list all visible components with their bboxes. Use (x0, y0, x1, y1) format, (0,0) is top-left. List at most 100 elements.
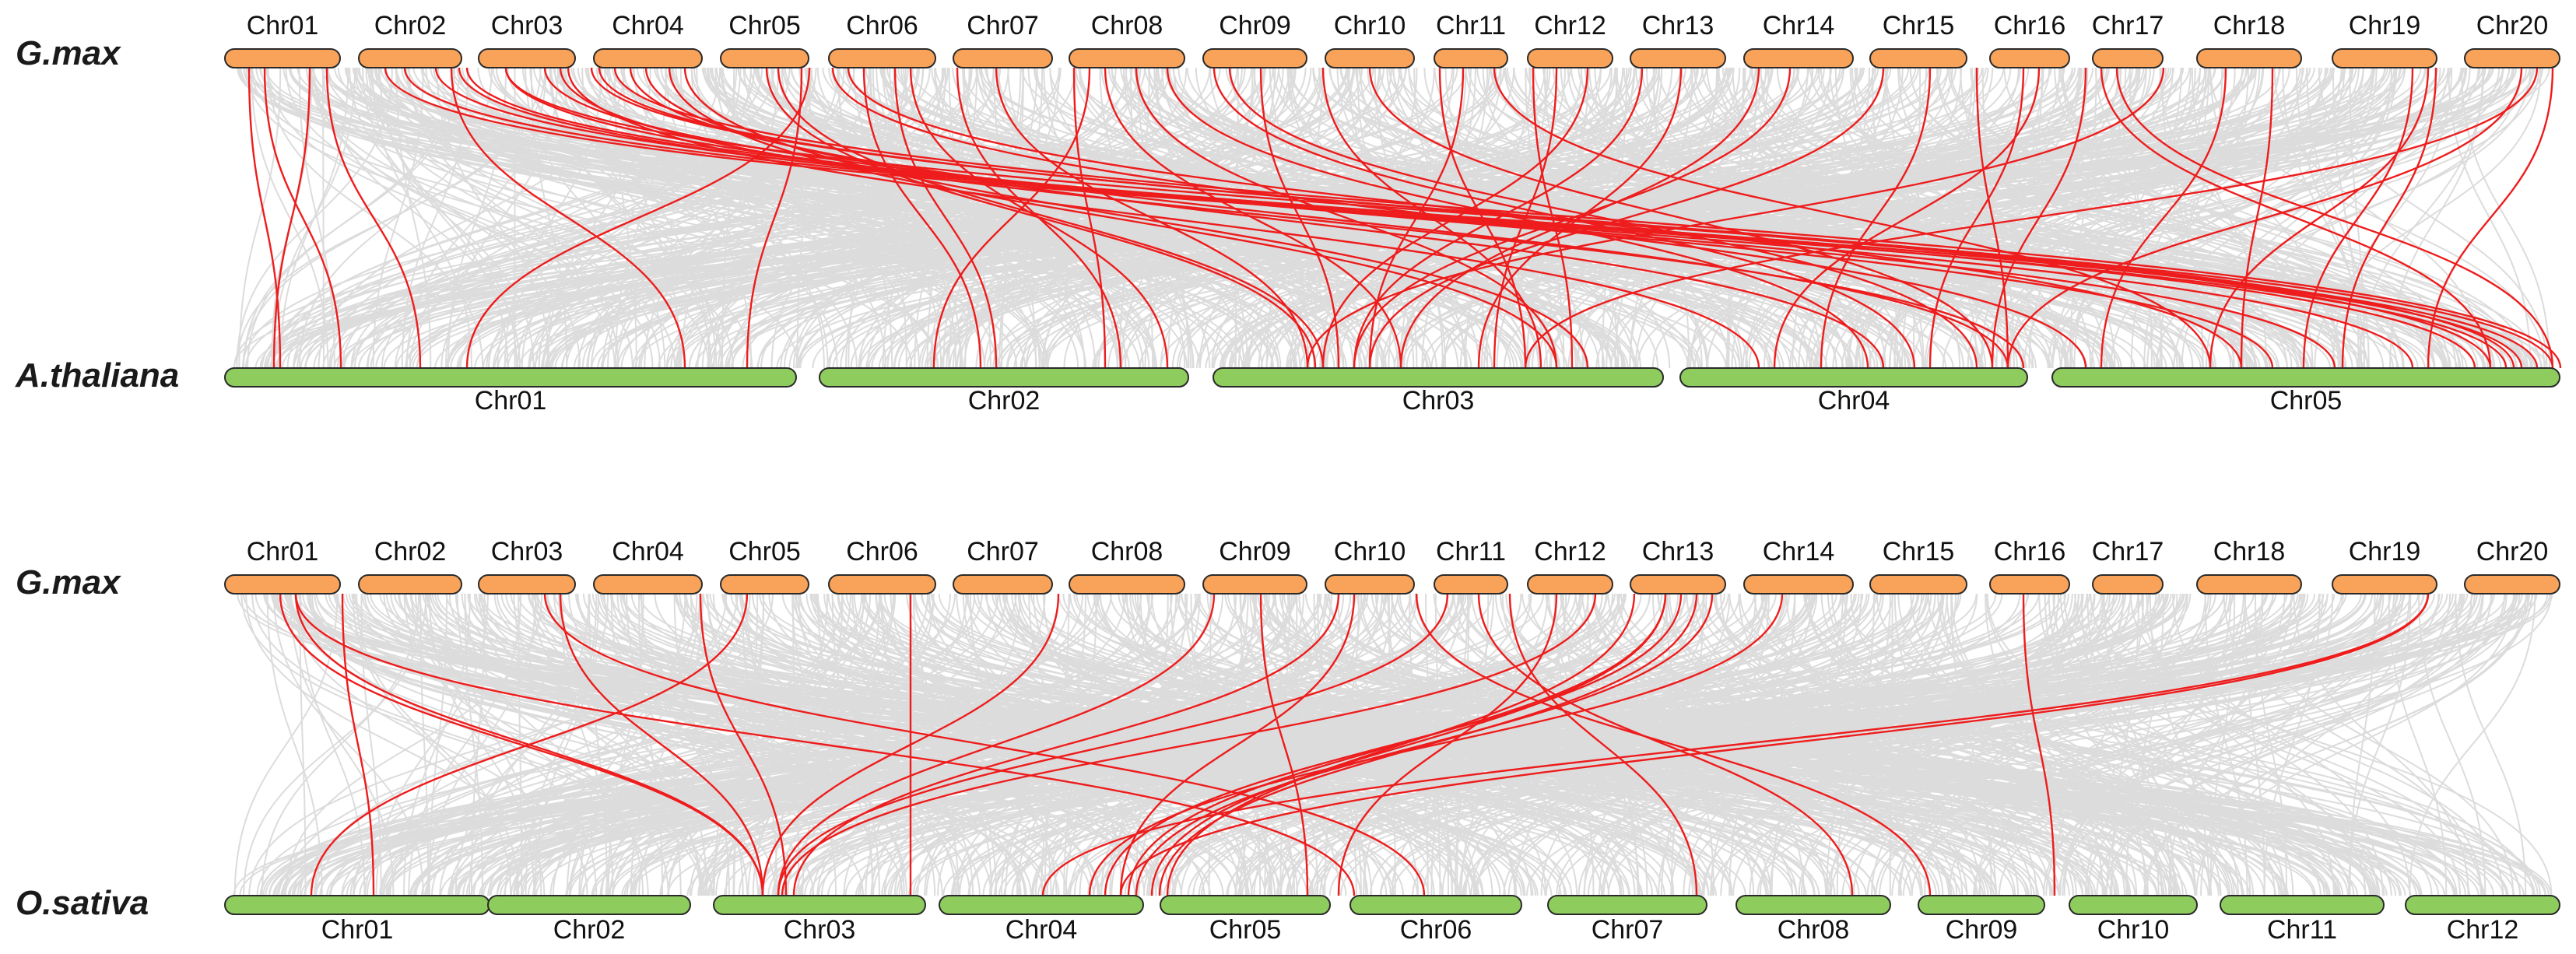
highlight-link (777, 67, 1325, 369)
panel-2-top-chromosome-bar (1743, 574, 1854, 594)
highlight-link (831, 67, 2087, 369)
background-link (427, 593, 1430, 896)
panel-2-bottom-chromosome-bar (2220, 895, 2385, 915)
background-link (2418, 593, 2487, 896)
background-link (1836, 593, 1875, 896)
background-link (1595, 67, 2248, 369)
panel-2-top-chromosome-label: Chr03 (490, 537, 563, 566)
background-link (721, 67, 2069, 369)
background-link (299, 593, 307, 896)
panel-2-top-chromosome-bar (358, 574, 462, 594)
highlight-link (504, 67, 2336, 369)
background-link (607, 593, 644, 896)
background-link (367, 67, 946, 369)
highlight-link (1228, 67, 1978, 369)
background-link (1314, 593, 2463, 896)
panel-1-top-chromosome-bar (1202, 48, 1307, 68)
panel-1-top-chromosome-label: Chr07 (967, 11, 1039, 40)
panel-2-top-chromosome-label: Chr15 (1882, 537, 1955, 566)
background-link (1248, 67, 2395, 369)
background-link (2332, 67, 2360, 369)
background-link (1069, 593, 1522, 896)
panel-1-top-chromosome-bar (2464, 48, 2560, 68)
highlight-link (2209, 67, 2430, 369)
background-link (1567, 67, 2020, 369)
highlight-link (995, 67, 1309, 369)
highlight-link (1041, 593, 2430, 896)
panel-1-top-chromosome-label: Chr14 (1762, 11, 1835, 40)
background-link (312, 67, 1798, 369)
panel-2-bottom-chromosome-label: Chr12 (2446, 915, 2519, 945)
highlight-link (559, 593, 764, 896)
highlight-link (1493, 67, 2212, 369)
background-link (1283, 593, 2084, 896)
background-link (2051, 67, 2449, 369)
background-link (1560, 67, 1865, 369)
background-link (675, 67, 1279, 369)
background-link (1850, 593, 2178, 896)
panel-2-bottom-chromosome-bar (2405, 895, 2560, 915)
background-link (1347, 67, 1447, 369)
background-link (2461, 67, 2550, 369)
highlight-link (1135, 593, 1714, 896)
background-link (914, 593, 1989, 896)
panel-2-bottom-chromosome-label: Chr11 (2266, 915, 2338, 945)
background-link (353, 593, 881, 896)
background-link (266, 67, 484, 369)
background-link (1998, 593, 2508, 896)
background-link (1885, 67, 1978, 369)
background-link (1430, 593, 1469, 896)
panel-1-top-chromosome-label: Chr18 (2213, 11, 2286, 40)
panel-1-top-chromosome-bar (593, 48, 703, 68)
highlight-link (1773, 67, 2041, 369)
highlight-link (1820, 67, 1932, 369)
highlight-link (1928, 67, 2025, 369)
background-link (1375, 593, 1675, 896)
background-link (247, 67, 456, 369)
panel-1-bottom-chromosome-bar (819, 367, 1189, 388)
panel-2-top-chromosome-label: Chr06 (846, 537, 918, 566)
background-link (1499, 593, 2167, 896)
panel-1-top-chromosome-bar (2196, 48, 2302, 68)
panel-1-top-chromosome-label: Chr16 (1993, 11, 2066, 40)
background-link (542, 67, 840, 369)
panel-1-top-chromosome-bar (1325, 48, 1415, 68)
background-link (409, 67, 791, 369)
background-link (238, 67, 282, 369)
background-link (1253, 593, 2070, 896)
background-link (831, 593, 873, 896)
panel-1-top-chromosome-bar (1630, 48, 1726, 68)
background-link (1230, 67, 2514, 369)
highlight-link (310, 593, 749, 896)
highlight-link (1368, 67, 1885, 369)
highlight-link (2100, 67, 2492, 369)
panel-1-top-chromosome-bar (1989, 48, 2070, 68)
background-link (525, 67, 666, 369)
panel-1-top-chromosome-bar (828, 48, 936, 68)
background-link (654, 593, 1458, 896)
highlight-link (761, 593, 1060, 896)
background-link (1897, 593, 2222, 896)
background-link (1224, 593, 2349, 896)
background-link (837, 67, 893, 369)
highlight-link (1321, 67, 1589, 369)
background-link (1276, 593, 2457, 896)
background-link (290, 593, 815, 896)
background-link (328, 67, 756, 369)
panel-2-bottom-chromosome-label: Chr07 (1591, 915, 1664, 945)
highlight-link (629, 67, 2009, 369)
background-link (293, 67, 931, 369)
highlight-link (1088, 593, 1784, 896)
background-link (250, 67, 913, 369)
background-link (360, 593, 382, 896)
background-link (2125, 593, 2164, 896)
panel-2-top-chromosome-label: Chr10 (1333, 537, 1406, 566)
background-link (477, 67, 1274, 369)
background-link (2084, 593, 2293, 896)
background-link (1967, 67, 2192, 369)
background-link (1947, 67, 2517, 369)
panel-1-top-chromosome-label: Chr13 (1641, 11, 1714, 40)
background-link (680, 67, 779, 369)
panel-1-top-chromosome-label: Chr15 (1882, 11, 1955, 40)
